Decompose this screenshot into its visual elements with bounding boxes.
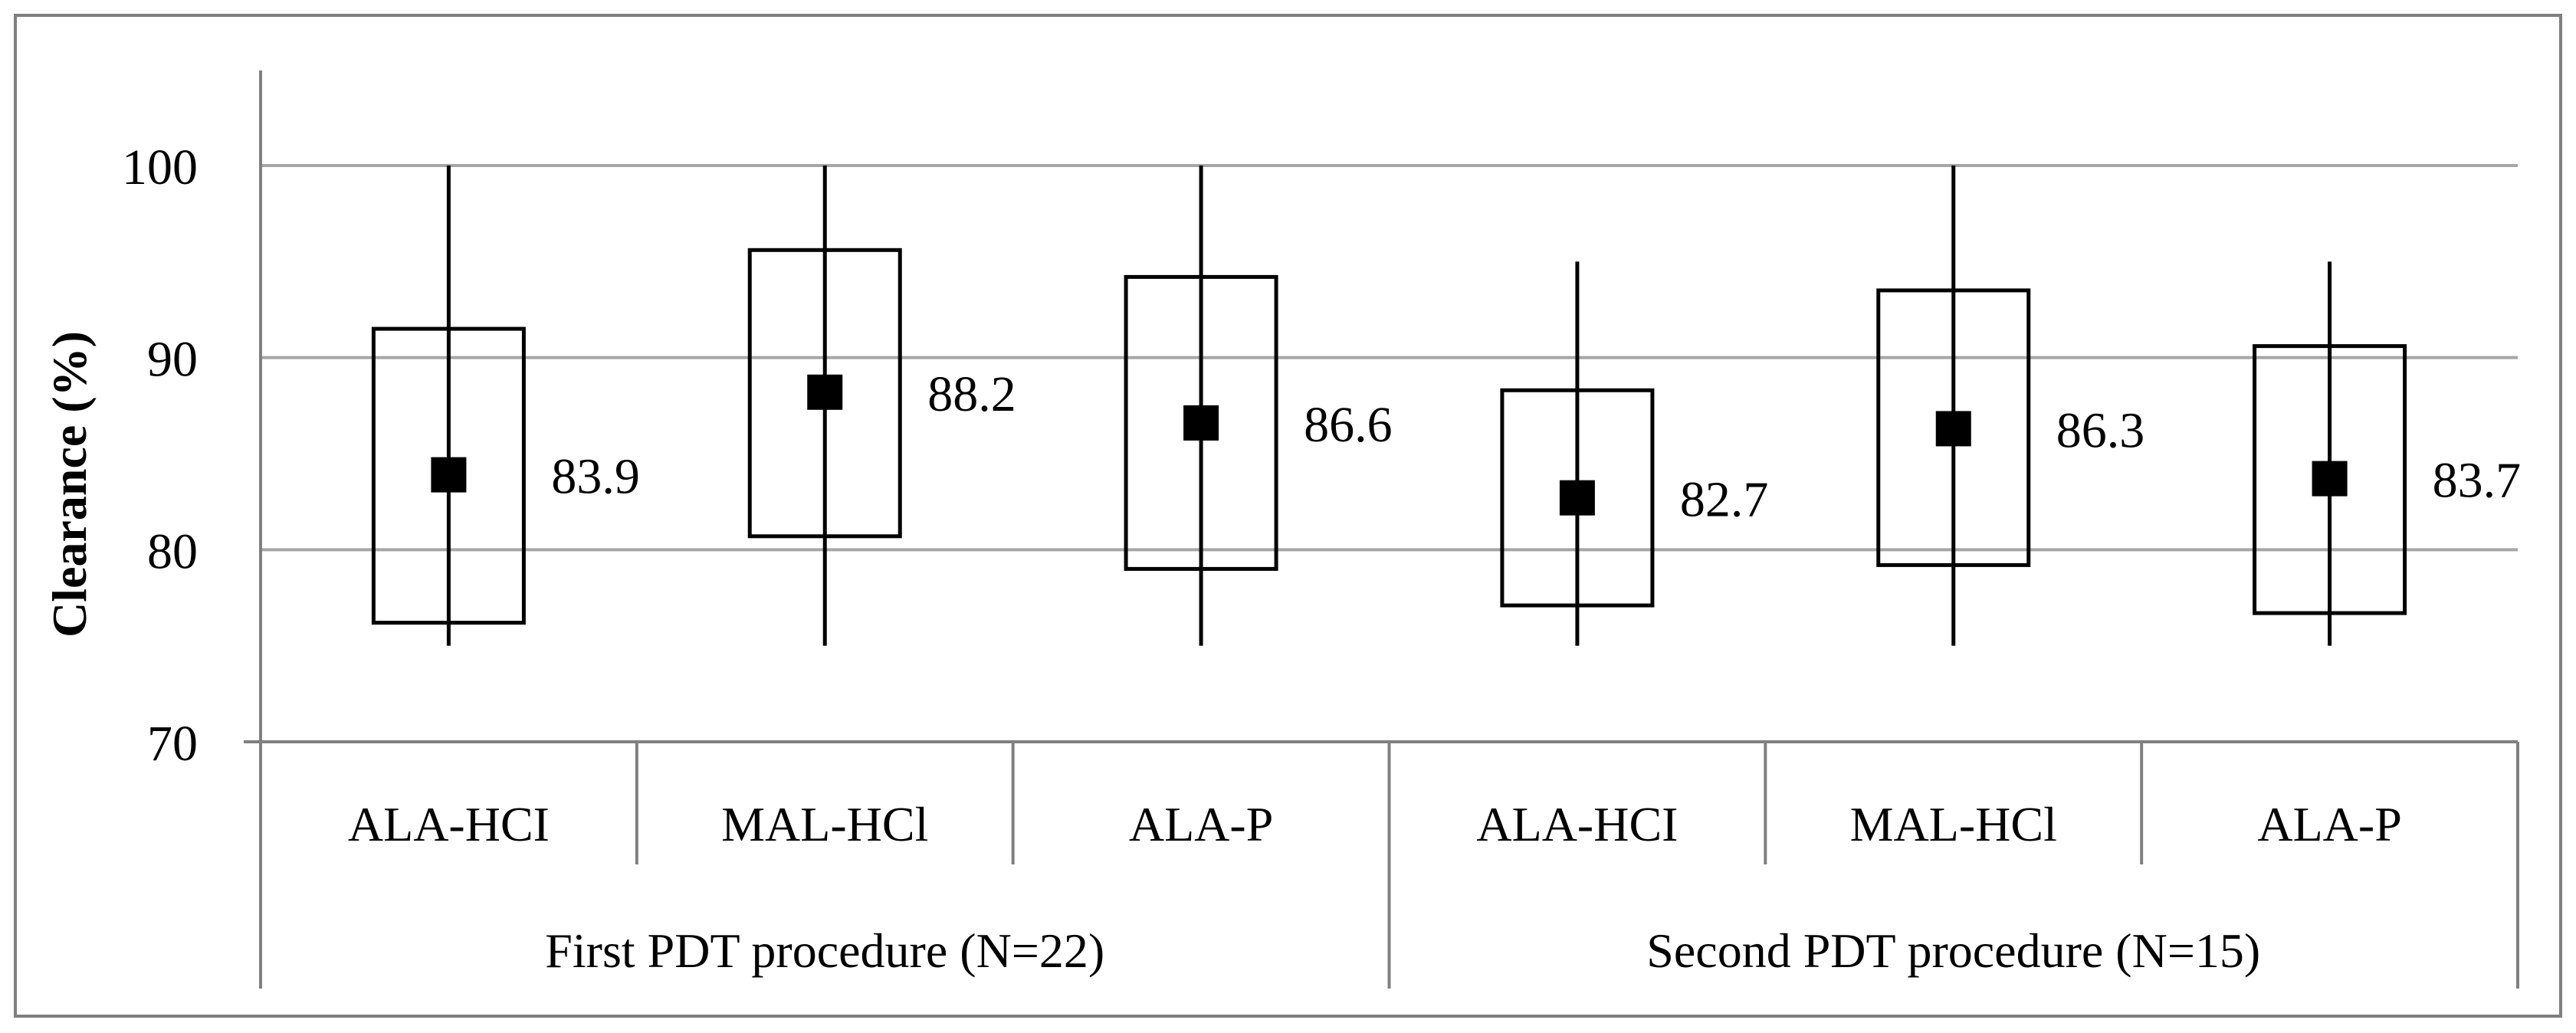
y-tick-label-90: 90: [147, 332, 198, 388]
box-1-1: [1876, 288, 2031, 567]
chart-border: [14, 14, 2562, 1018]
value-label-0-0: 83.9: [551, 449, 640, 505]
y-tick-label-70: 70: [147, 716, 198, 772]
box-0-1: [747, 248, 902, 539]
value-label-1-2: 83.7: [2433, 453, 2522, 509]
box-1-2: [2253, 344, 2407, 615]
value-label-1-0: 82.7: [1680, 472, 1769, 528]
mean-marker-0-0: [431, 457, 467, 493]
mean-marker-0-1: [807, 374, 843, 410]
box-0-2: [1124, 274, 1278, 571]
y-tick-label-80: 80: [147, 523, 198, 579]
mean-marker-1-1: [1935, 411, 1971, 447]
category-label-1-1: MAL-HCl: [1850, 797, 2057, 851]
value-label-0-2: 86.6: [1304, 397, 1393, 453]
mean-marker-1-2: [2312, 461, 2348, 497]
category-label-0-0: ALA-HCI: [348, 797, 550, 851]
value-label-1-1: 86.3: [2056, 402, 2145, 458]
group-label-0: First PDT procedure (N=22): [545, 923, 1104, 978]
mean-marker-0-2: [1183, 405, 1219, 441]
box-1-0: [1500, 388, 1655, 608]
mean-marker-1-0: [1559, 480, 1595, 516]
group-label-1: Second PDT procedure (N=15): [1646, 923, 2260, 978]
value-label-0-1: 88.2: [927, 366, 1016, 422]
category-label-1-0: ALA-HCI: [1476, 797, 1678, 851]
category-label-1-2: ALA-P: [2257, 797, 2401, 851]
y-tick-label-100: 100: [122, 139, 198, 195]
category-label-0-1: MAL-HCl: [721, 797, 928, 851]
box-0-0: [371, 326, 526, 625]
y-axis-title: Clearance (%): [42, 331, 97, 638]
category-label-0-2: ALA-P: [1129, 797, 1273, 851]
